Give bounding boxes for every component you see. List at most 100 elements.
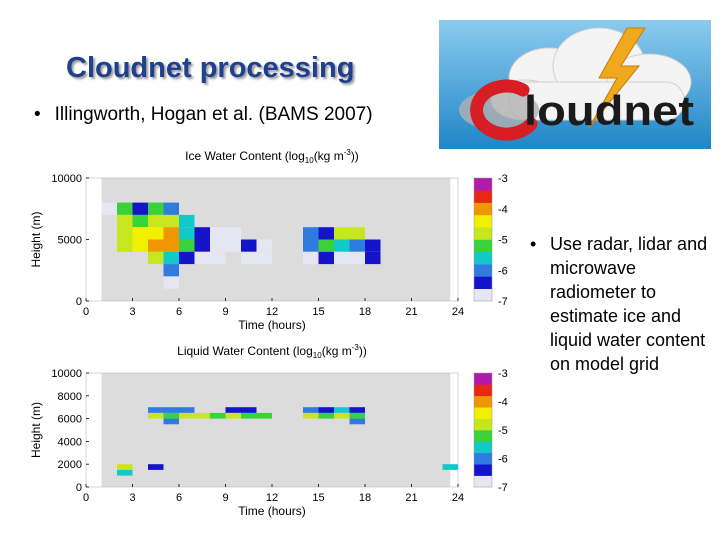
colorbar-segment <box>474 395 492 408</box>
heatmap-cell <box>334 239 350 252</box>
heatmap-cell <box>210 412 226 419</box>
colorbar-segment <box>474 418 492 431</box>
heatmap-cell <box>349 251 365 265</box>
heatmap-cell <box>334 407 350 413</box>
slide-title: Cloudnet processing <box>66 52 355 84</box>
heatmap-cell <box>179 214 195 228</box>
y-tick-label: 10000 <box>51 173 82 185</box>
colorbar-segment <box>474 276 492 289</box>
colorbar-segment <box>474 441 492 454</box>
colorbar-tick-label: -5 <box>498 235 508 247</box>
colorbar-tick-label: -4 <box>498 397 508 409</box>
citation-text: Illingworth, Hogan et al. (BAMS 2007) <box>54 104 373 125</box>
y-tick-label: 0 <box>76 296 82 308</box>
colorbar-segment <box>474 452 492 465</box>
heatmap-cell <box>194 239 210 252</box>
x-tick-label: 9 <box>222 492 228 504</box>
colorbar-tick-label: -3 <box>498 173 508 185</box>
chart-title: Ice Water Content (log10(kg m-3)) <box>185 148 359 165</box>
heatmap-cell <box>132 227 148 240</box>
colorbar-frame <box>473 372 493 488</box>
heatmap-cell <box>117 227 133 240</box>
y-tick-label: 2000 <box>58 459 82 471</box>
y-tick-label: 10000 <box>51 368 82 380</box>
heatmap-cell <box>194 251 210 265</box>
heatmap-cell <box>148 251 164 265</box>
colorbar-tick-label: -6 <box>498 454 508 466</box>
y-axis-label: Height (m) <box>29 402 43 458</box>
heatmap-cell <box>210 239 226 252</box>
colorbar-segment <box>474 384 492 397</box>
chart-title: Liquid Water Content (log10(kg m-3)) <box>177 343 367 360</box>
x-tick-label: 12 <box>266 492 278 504</box>
citation-bullet: • Illingworth, Hogan et al. (BAMS 2007) <box>34 104 373 126</box>
heatmap-2: 0 3 6 9 12 15 18 21 24 0 2000 4000 6000 8000 10000 Time… <box>29 343 508 518</box>
heatmap-cell <box>132 202 148 215</box>
heatmap-cell <box>334 251 350 265</box>
heatmap-cell <box>225 239 241 252</box>
colorbar-segment <box>474 214 492 228</box>
heatmap-cell <box>117 469 133 476</box>
heatmap-cell <box>179 407 195 413</box>
heatmap-cell <box>210 227 226 240</box>
heatmap-cell <box>132 239 148 252</box>
heatmap-cell <box>318 227 334 240</box>
colorbar-segment <box>474 288 492 302</box>
heatmap-cell <box>318 251 334 265</box>
x-tick-label: 0 <box>83 306 89 318</box>
colorbar-segment <box>474 475 492 488</box>
heatmap-1: 0 3 6 9 12 15 18 21 24 0 5000 10000 Time (hours) Heig… <box>29 148 508 332</box>
heatmap-cell <box>210 251 226 265</box>
heatmap-cell <box>148 227 164 240</box>
heatmap-cell <box>163 276 179 289</box>
x-tick-label: 21 <box>405 492 417 504</box>
colorbar-tick-label: -7 <box>498 482 508 494</box>
colorbar-tick-label: -4 <box>498 204 508 216</box>
heatmap-cell <box>318 412 334 419</box>
x-tick-label: 24 <box>452 492 464 504</box>
heatmap-cell <box>349 227 365 240</box>
heatmap-cell <box>163 407 179 413</box>
x-tick-label: 15 <box>312 492 324 504</box>
x-tick-label: 18 <box>359 306 371 318</box>
heatmap-cell <box>117 214 133 228</box>
heatmap-cell <box>241 412 257 419</box>
colorbar-tick-label: -7 <box>498 296 508 308</box>
heatmap-cell <box>194 412 210 419</box>
heatmap-cell <box>148 202 164 215</box>
heatmap-cell <box>179 251 195 265</box>
y-tick-label: 6000 <box>58 414 82 426</box>
heatmap-cell <box>163 412 179 419</box>
x-tick-label: 3 <box>129 306 135 318</box>
colorbar-segment <box>474 239 492 253</box>
heatmap-cell <box>179 227 195 240</box>
heatmap-cell <box>241 239 257 252</box>
x-tick-label: 12 <box>266 306 278 318</box>
heatmap-cell <box>365 239 381 252</box>
x-tick-label: 21 <box>405 306 417 318</box>
lightning-bolt-icon <box>588 27 646 129</box>
y-tick-label: 0 <box>76 482 82 494</box>
heatmap-cell <box>303 407 319 413</box>
y-axis-label: Height (m) <box>29 211 43 267</box>
heatmap-cell <box>225 412 241 419</box>
heatmap-cell <box>318 239 334 252</box>
colorbar-segment <box>474 202 492 216</box>
colorbar-segment <box>474 407 492 419</box>
heatmap-cell <box>148 407 164 413</box>
x-axis-label: Time (hours) <box>238 504 306 518</box>
heatmap-cell <box>148 412 164 419</box>
colorbar-frame <box>473 177 493 302</box>
heatmap-cell <box>303 239 319 252</box>
heatmap-cell <box>163 418 179 425</box>
logo-swirl-icon <box>470 79 538 141</box>
heatmap-cell <box>163 239 179 252</box>
heatmap-cell <box>442 464 458 470</box>
heatmap-cell <box>163 251 179 265</box>
heatmap-cell <box>349 407 365 413</box>
heatmap-cell <box>303 227 319 240</box>
x-tick-label: 3 <box>129 492 135 504</box>
colorbar-segment <box>474 227 492 240</box>
heatmap-cell <box>117 202 133 215</box>
colorbar-segment <box>474 464 492 476</box>
